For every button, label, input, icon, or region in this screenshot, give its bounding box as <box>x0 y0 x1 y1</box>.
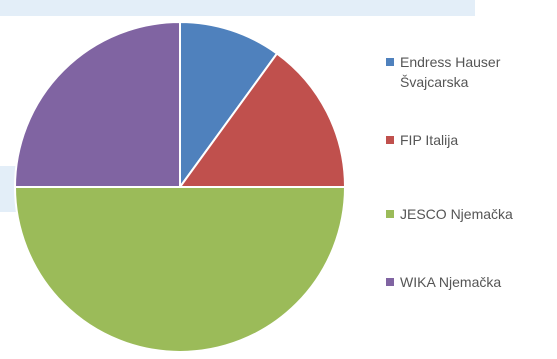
pie-slice-jesco <box>13 186 347 353</box>
legend-swatch-fip <box>386 136 394 144</box>
legend-swatch-endress-hauser <box>386 58 394 66</box>
pie-slice-fip <box>178 52 347 188</box>
pie-slice-endress-hauser <box>179 20 279 191</box>
legend-label-fip: FIP Italija <box>400 132 459 148</box>
legend-label-endress-hauser: Endress Hauser Švajcarska <box>400 54 501 90</box>
legend-item-endress-hauser: Endress Hauser Švajcarska <box>386 52 550 92</box>
legend-label-wika: WIKA Njemačka <box>400 274 502 290</box>
legend-item-fip: FIP Italija <box>386 130 550 150</box>
legend-swatch-wika <box>386 278 394 286</box>
background-band-top <box>0 0 475 16</box>
pie-slice-wika <box>13 20 181 188</box>
legend-swatch-jesco <box>386 210 394 218</box>
legend-item-wika: WIKA Njemačka <box>386 272 550 292</box>
legend-item-jesco: JESCO Njemačka <box>386 204 550 224</box>
legend-label-jesco: JESCO Njemačka <box>400 206 513 222</box>
